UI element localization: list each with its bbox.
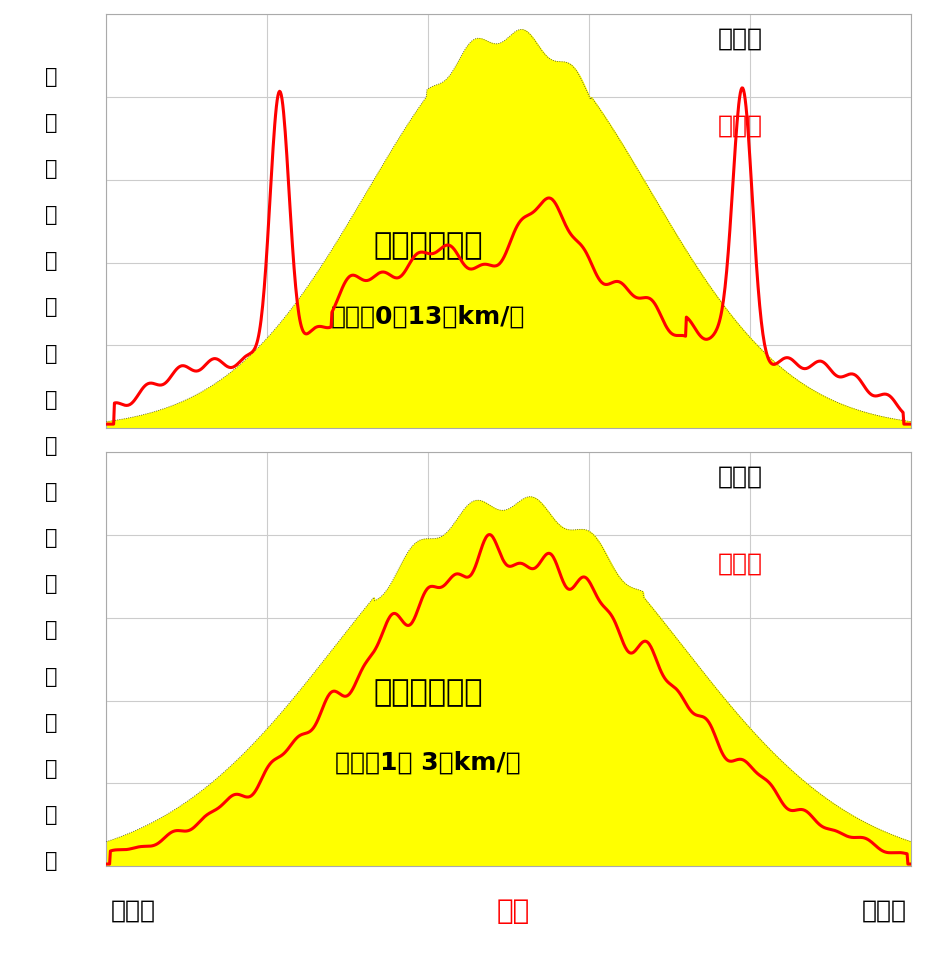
Text: ラ: ラ <box>44 113 57 133</box>
Text: 布: 布 <box>44 852 57 871</box>
Text: る: る <box>44 482 57 502</box>
Text: け: け <box>44 435 57 456</box>
Text: お: お <box>44 389 57 410</box>
Text: 崩壊後: 崩壊後 <box>718 551 763 575</box>
Text: ム: ム <box>44 667 57 687</box>
Text: ズ: ズ <box>44 159 57 179</box>
Text: マ: マ <box>44 205 57 225</box>
Text: 速度：1． 3万km/秒: 速度：1． 3万km/秒 <box>336 750 521 774</box>
Text: プ: プ <box>44 67 57 86</box>
Text: 低速ヘリウム: 低速ヘリウム <box>374 232 483 260</box>
Text: 分: 分 <box>44 805 57 825</box>
Text: 高速ヘリウム: 高速ヘリウム <box>374 678 483 707</box>
Text: 崩壊前: 崩壊前 <box>718 27 763 51</box>
Text: 速度：0．13万km/秒: 速度：0．13万km/秒 <box>331 304 525 328</box>
Text: に: に <box>44 344 57 364</box>
Text: 度: 度 <box>44 759 57 779</box>
Text: リ: リ <box>44 574 57 594</box>
Text: 崩壊後: 崩壊後 <box>718 114 763 138</box>
Text: 断: 断 <box>44 251 57 271</box>
Text: ウ: ウ <box>44 620 57 640</box>
Text: 密: 密 <box>44 713 57 733</box>
Text: 外表面: 外表面 <box>861 899 906 924</box>
Text: 面: 面 <box>44 298 57 318</box>
Text: ヘ: ヘ <box>44 528 57 548</box>
Text: 中心: 中心 <box>497 897 530 925</box>
Text: 内表面: 内表面 <box>111 899 156 924</box>
Text: 崩壊前: 崩壊前 <box>718 464 763 489</box>
